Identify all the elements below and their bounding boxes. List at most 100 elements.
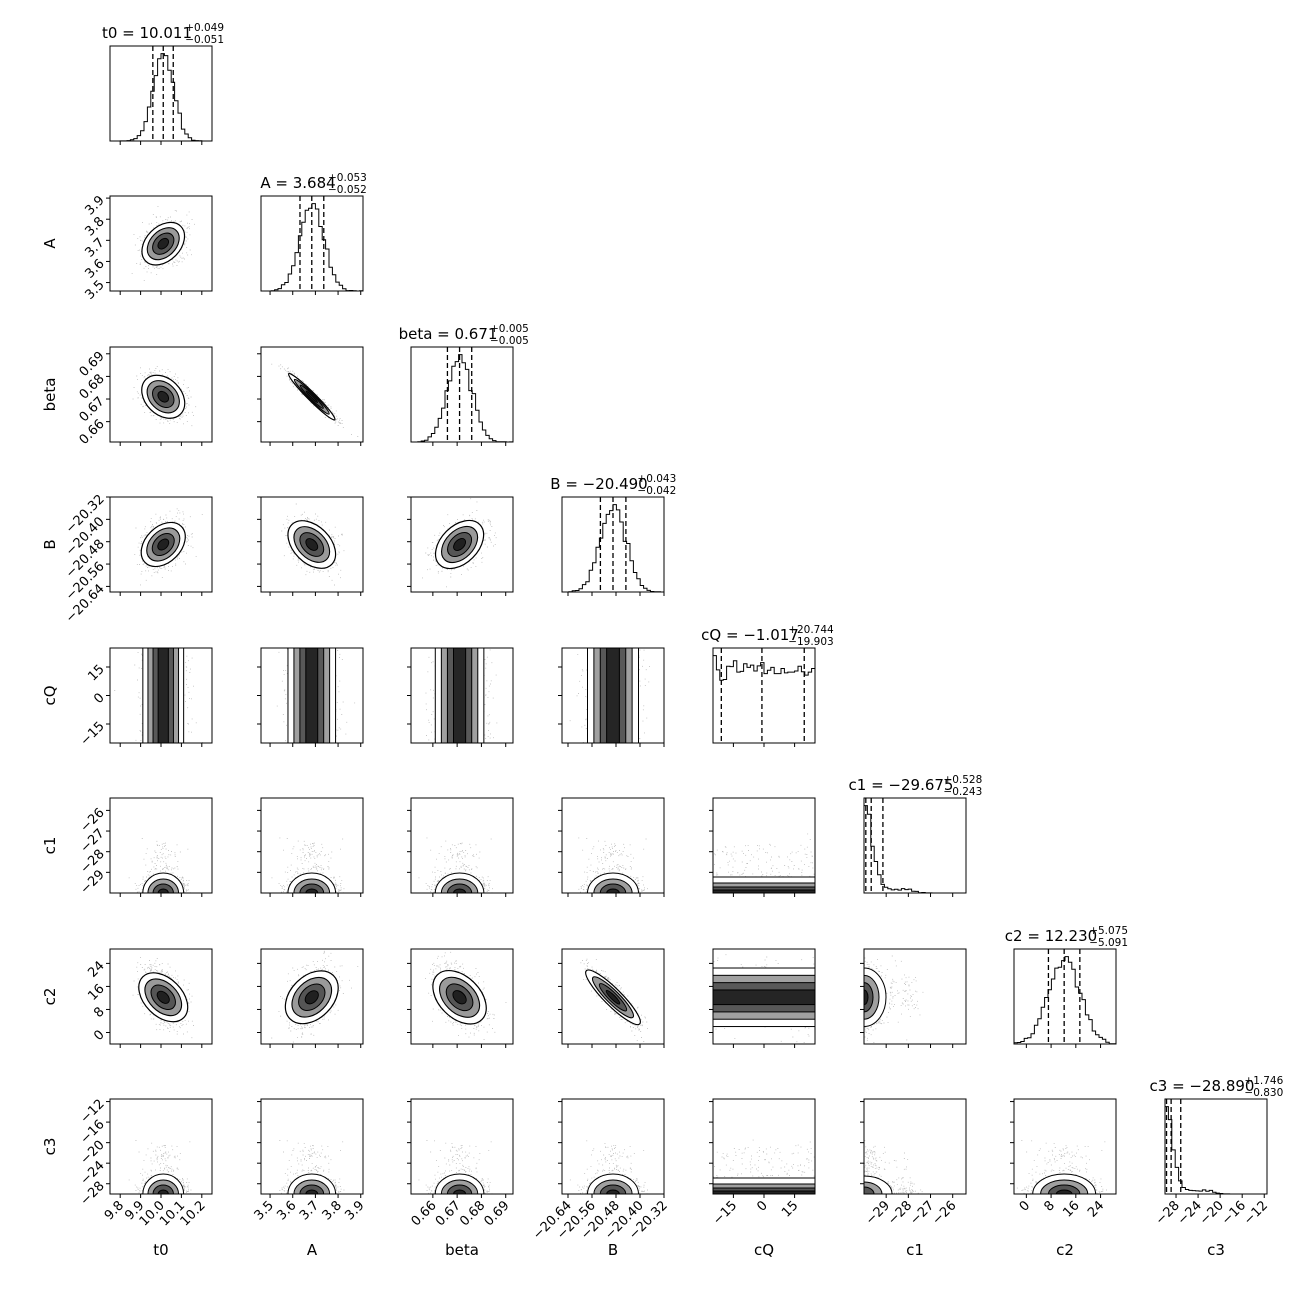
ticks-7-0 — [106, 1101, 203, 1198]
contour-level-4 — [157, 538, 170, 551]
title-plus-error: +20.744 — [788, 624, 834, 636]
histogram-title: c1 = −29.675 — [849, 776, 954, 794]
histogram-title: c3 = −28.890 — [1150, 1077, 1255, 1095]
y-axis-A: 3.53.63.73.83.9 A — [41, 193, 108, 303]
y-tick-label: −12 — [78, 1097, 108, 1127]
ticks-7-1 — [257, 1101, 362, 1198]
ticks-7-7 — [1175, 1194, 1265, 1198]
panel-beta-vs-A — [260, 346, 364, 443]
x-axis-label: c3 — [1207, 1241, 1225, 1259]
contour-level-4 — [305, 390, 319, 404]
contour-level-4 — [606, 888, 620, 893]
x-axis-A: 3.53.63.73.83.9 A — [252, 1198, 368, 1259]
histogram-c1: c1 = −29.675+0.528−0.243 — [849, 774, 982, 894]
ticks-5-1 — [257, 809, 362, 897]
title-minus-error: −0.051 — [185, 34, 224, 46]
histogram-frame — [1013, 948, 1117, 1045]
ticks-4-4 — [732, 743, 796, 747]
histogram-frame — [109, 45, 213, 142]
x-tick-label: 0.67 — [433, 1198, 464, 1229]
y-tick-label: 3.5 — [82, 278, 107, 303]
panel-c2-vs-t0 — [109, 948, 213, 1045]
panel-frame — [410, 948, 514, 1045]
panel-density — [128, 838, 191, 893]
panel-B-vs-A — [260, 496, 364, 593]
title-plus-error: +1.746 — [1244, 1075, 1283, 1087]
ticks-2-1 — [257, 353, 362, 446]
contour-level-4 — [606, 1189, 620, 1194]
contour-band-4 — [713, 1190, 815, 1194]
ticks-4-2 — [407, 666, 507, 747]
panel-c1-vs-A — [260, 797, 364, 894]
contour-level-4 — [157, 390, 170, 403]
ticks-3-3 — [567, 592, 665, 596]
ticks-7-6 — [1010, 1101, 1102, 1198]
panel-density — [114, 648, 203, 743]
y-axis-cQ: −15 0 15 cQ — [41, 662, 108, 749]
panel-density — [864, 1140, 923, 1194]
ticks-6-4 — [709, 962, 796, 1048]
panel-c1-vs-beta — [410, 797, 514, 894]
y-tick-label: 0.66 — [77, 417, 108, 448]
contour-level-4 — [156, 990, 170, 1004]
panel-c3-vs-c2 — [1013, 1098, 1117, 1195]
ticks-1-0 — [106, 197, 203, 295]
panel-beta-vs-t0 — [109, 346, 213, 443]
histogram-step — [411, 354, 514, 443]
panel-frame — [561, 1098, 665, 1195]
y-tick-label: 16 — [85, 981, 107, 1003]
title-plus-error: +0.528 — [943, 774, 982, 786]
panel-frame — [863, 948, 967, 1045]
panel-density — [131, 206, 195, 282]
ticks-6-0 — [106, 962, 203, 1048]
x-tick-label: 16 — [1060, 1198, 1082, 1220]
x-axis-label: cQ — [754, 1241, 774, 1259]
histogram-step — [1013, 956, 1117, 1045]
ticks-7-4 — [709, 1101, 796, 1198]
ticks-5-4 — [709, 809, 796, 897]
panel-density — [418, 1140, 493, 1194]
title-plus-error: +0.005 — [490, 323, 529, 335]
histogram-c2: c2 = 12.230+5.075−5.091 — [1005, 925, 1128, 1045]
x-axis-c2: 0 8 16 24 c2 — [1017, 1198, 1108, 1259]
x-tick-label: 0 — [754, 1198, 770, 1214]
contour-level-4 — [305, 888, 319, 893]
histogram-title: cQ = −1.017 — [701, 626, 799, 644]
y-tick-label: 0 — [91, 1028, 107, 1044]
x-tick-label: −15 — [710, 1198, 740, 1228]
x-tick-label: 3.8 — [320, 1198, 345, 1223]
contour-level-4 — [864, 989, 869, 1006]
panel-A-vs-t0 — [109, 195, 213, 292]
panel-density — [279, 1140, 345, 1194]
histogram-A: A = 3.684+0.053−0.052 — [260, 172, 367, 292]
x-tick-label: 3.6 — [274, 1198, 299, 1223]
panel-density — [425, 951, 507, 1044]
x-tick-label: 0 — [1017, 1198, 1033, 1214]
x-axis-label: B — [608, 1241, 618, 1259]
panel-frame — [260, 948, 364, 1045]
panel-density — [713, 954, 815, 1043]
histogram-step — [712, 655, 816, 743]
y-axis-label: c1 — [41, 837, 59, 855]
panel-c2-vs-cQ — [712, 948, 816, 1045]
x-tick-label: 24 — [1085, 1198, 1107, 1220]
x-tick-label: 3.5 — [252, 1198, 277, 1223]
x-axis-label: c2 — [1056, 1241, 1074, 1259]
panel-frame — [561, 948, 665, 1045]
panel-cQ-vs-t0 — [109, 647, 213, 744]
panel-frame — [260, 1098, 364, 1195]
panel-density — [276, 648, 356, 743]
x-axis-t0: 9.89.910.010.110.2t0 — [102, 1198, 209, 1259]
histogram-title: A = 3.684 — [260, 174, 335, 192]
ticks-7-3 — [558, 1101, 665, 1198]
contour-level-4 — [453, 1189, 467, 1194]
title-plus-error: +5.075 — [1089, 925, 1128, 937]
panel-c1-vs-cQ — [712, 797, 816, 894]
title-minus-error: −0.005 — [490, 335, 529, 347]
contour-level-4 — [304, 990, 319, 1005]
